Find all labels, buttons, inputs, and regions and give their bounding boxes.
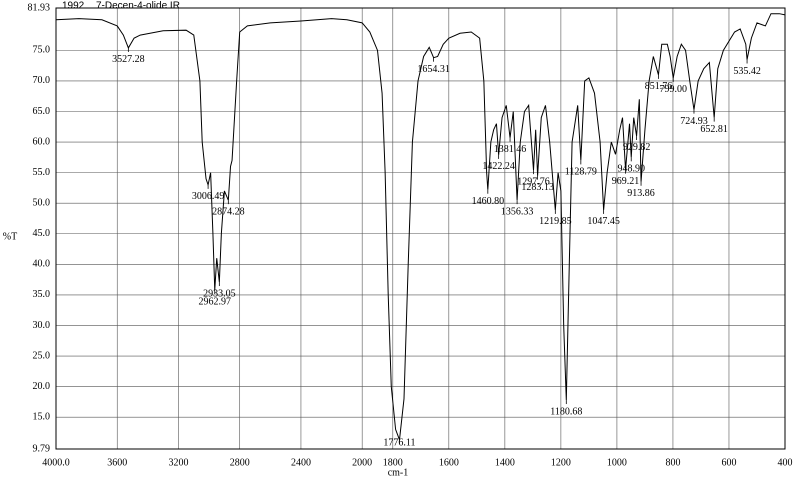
peak-label: 1128.79 bbox=[565, 167, 597, 178]
peak-label: 1283.13 bbox=[521, 182, 554, 193]
y-tick-label: 9.79 bbox=[33, 443, 51, 454]
y-tick-label: 70.0 bbox=[33, 75, 51, 86]
peak-label: 535.42 bbox=[733, 66, 761, 77]
x-tick-label: 4000.0 bbox=[42, 457, 70, 468]
peak-label: 1219.85 bbox=[539, 216, 572, 227]
x-tick-label: 600 bbox=[721, 457, 736, 468]
x-tick-label: 2000 bbox=[352, 457, 372, 468]
peak-label: 929.82 bbox=[623, 142, 651, 153]
y-tick-label: 45.0 bbox=[33, 228, 51, 239]
x-tick-label: 2400 bbox=[291, 457, 311, 468]
x-tick-label: 3200 bbox=[168, 457, 188, 468]
peak-label: 2874.28 bbox=[212, 206, 245, 217]
peak-label: 1047.45 bbox=[587, 216, 620, 227]
peak-label: 1422.24 bbox=[482, 161, 515, 172]
y-tick-label: 75.0 bbox=[33, 45, 51, 56]
peak-label: 969.21 bbox=[612, 176, 640, 187]
peak-label: 1180.68 bbox=[550, 406, 582, 417]
peak-label: 2962.97 bbox=[199, 296, 232, 307]
peak-label: 948.90 bbox=[617, 164, 645, 175]
plot-frame bbox=[55, 7, 786, 450]
y-tick-label: 60.0 bbox=[33, 136, 51, 147]
y-tick-label: 65.0 bbox=[33, 106, 51, 117]
peak-label: 2933.05 bbox=[203, 288, 236, 299]
peak-label: 1356.33 bbox=[501, 206, 534, 217]
x-tick-label: 3600 bbox=[107, 457, 127, 468]
x-tick-label: 1000 bbox=[607, 457, 627, 468]
x-tick-label: 1800 bbox=[383, 457, 403, 468]
peak-label: 1460.80 bbox=[472, 196, 505, 207]
spectrum-line bbox=[55, 13, 786, 440]
x-tick-label: 400 bbox=[778, 457, 793, 468]
peak-label: 3527.28 bbox=[112, 54, 145, 65]
x-tick-label: 2800 bbox=[230, 457, 250, 468]
y-tick-label: 35.0 bbox=[33, 289, 51, 300]
peak-label: 1654.31 bbox=[417, 64, 450, 75]
y-tick-label: 25.0 bbox=[33, 350, 51, 361]
peak-label: 3006.49 bbox=[192, 191, 225, 202]
y-tick-label: 55.0 bbox=[33, 167, 51, 178]
peak-label: 913.86 bbox=[627, 188, 655, 199]
y-tick-label: 15.0 bbox=[33, 411, 51, 422]
x-tick-label: 1400 bbox=[495, 457, 515, 468]
y-tick-label: 81.93 bbox=[28, 2, 51, 13]
peak-label: 652.81 bbox=[700, 124, 728, 135]
peak-label: 724.93 bbox=[680, 116, 708, 127]
peak-label: 1381.46 bbox=[494, 144, 527, 155]
peak-label: 1297.76 bbox=[517, 176, 550, 187]
y-tick-label: 40.0 bbox=[33, 259, 51, 270]
y-axis-label: %T bbox=[3, 231, 17, 242]
peak-label: 1776.11 bbox=[383, 437, 415, 448]
x-axis-label: cm-1 bbox=[388, 467, 409, 478]
peak-label: 799.00 bbox=[659, 84, 687, 95]
y-tick-label: 30.0 bbox=[33, 320, 51, 331]
y-tick-label: 50.0 bbox=[33, 197, 51, 208]
y-tick-label: 20.0 bbox=[33, 381, 51, 392]
chart-subtitle: 1992 bbox=[62, 1, 85, 12]
chart-title: 7-Decen-4-olide IR bbox=[96, 1, 180, 12]
x-tick-label: 1600 bbox=[439, 457, 459, 468]
x-tick-label: 800 bbox=[665, 457, 680, 468]
peak-label: 851.76 bbox=[645, 81, 673, 92]
x-tick-label: 1200 bbox=[551, 457, 571, 468]
